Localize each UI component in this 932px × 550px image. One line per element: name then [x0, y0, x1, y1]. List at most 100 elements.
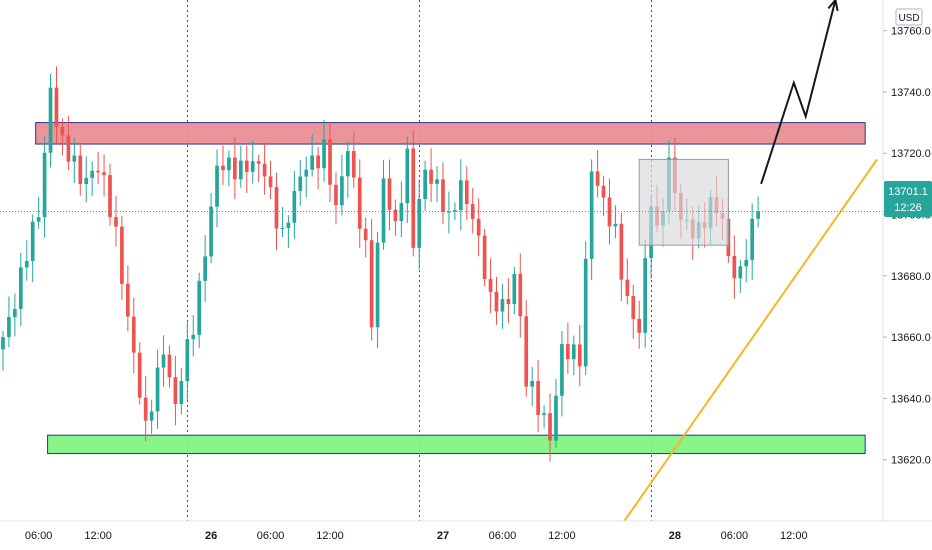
candle-body — [209, 206, 213, 257]
price-axis[interactable]: 13620.013640.013660.013680.013700.013720… — [882, 0, 931, 521]
candle-body — [334, 184, 338, 206]
candle-body — [346, 151, 350, 177]
ascending-trendline — [623, 158, 878, 522]
candle-body — [458, 180, 463, 211]
price-tick-label: 13680.0 — [891, 271, 931, 283]
candle-body — [571, 344, 576, 360]
candle-body — [108, 175, 112, 218]
time-axis[interactable]: 06:00 12:00 26 06:00 12:00 27 06:00 12:00 28 06:0… — [0, 520, 932, 542]
time-tick-label: 12:00 — [316, 530, 344, 542]
candle-body — [595, 171, 600, 186]
candle-body — [149, 411, 154, 421]
candle-body — [54, 87, 59, 127]
candle-body — [530, 381, 535, 387]
candle-body — [435, 179, 439, 184]
candle-body — [512, 273, 517, 305]
candle-body — [577, 344, 582, 367]
candle-body — [221, 165, 225, 171]
price-tick-label: 13620.0 — [891, 455, 931, 467]
candle-body — [125, 283, 130, 317]
candle-body — [256, 161, 261, 164]
projection-path — [760, 0, 837, 185]
price-tick-label: 13660.0 — [891, 332, 931, 344]
candle-body — [185, 339, 190, 382]
candle-body — [179, 381, 184, 404]
candle-body — [78, 155, 83, 184]
candle-body — [601, 185, 606, 198]
candle-body — [36, 217, 41, 222]
candle-body — [423, 169, 427, 200]
candle-body — [286, 222, 291, 229]
time-tick-label: 27 — [437, 530, 449, 542]
candle-body — [173, 377, 178, 404]
candle-body — [280, 228, 285, 230]
candle-body — [619, 223, 624, 280]
currency-label: USD — [898, 13, 919, 24]
candle-body — [744, 259, 749, 267]
candle-body — [363, 228, 368, 241]
candle-body — [453, 210, 457, 212]
candle-body — [250, 161, 255, 172]
candle-body — [24, 261, 29, 268]
candle-body — [268, 176, 273, 188]
candle-body — [393, 209, 398, 222]
price-tick-label: 13760.0 — [891, 26, 931, 38]
candle-body — [476, 218, 481, 236]
candle-body — [732, 255, 737, 279]
candle-body — [18, 267, 23, 309]
candle-body — [322, 139, 326, 169]
candle-body — [13, 308, 17, 318]
candle-body — [114, 217, 118, 227]
candle-body — [631, 295, 636, 319]
candle-body — [238, 160, 243, 180]
candle-body — [369, 240, 374, 328]
candle-body — [447, 211, 451, 213]
candle-body — [506, 299, 511, 305]
candle-body — [405, 148, 410, 204]
candle-body — [233, 157, 237, 180]
candle-body — [756, 211, 760, 219]
candle-body — [542, 413, 546, 415]
candle-body — [625, 279, 630, 296]
candle-body — [48, 87, 53, 153]
consolidation-box — [638, 158, 729, 246]
candle-body — [262, 163, 267, 177]
candle-body — [583, 258, 588, 367]
candle-body — [643, 258, 647, 333]
candle-body — [60, 126, 65, 136]
price-tick-label: 13740.0 — [891, 87, 931, 99]
candle-body — [30, 221, 35, 262]
candle-body — [560, 344, 564, 396]
candle-body — [637, 318, 642, 333]
candle-body — [42, 152, 47, 218]
candle-body — [137, 352, 142, 398]
currency-label-border — [895, 8, 923, 26]
candle-body — [494, 291, 499, 312]
candle-body — [84, 177, 89, 184]
candle-body — [96, 170, 100, 173]
candle-body — [464, 180, 469, 205]
candle-body — [66, 135, 71, 162]
drawing-zones — [35, 122, 866, 455]
drawing-overlays — [623, 0, 878, 522]
candle-body — [274, 187, 279, 229]
candle-body — [750, 218, 755, 260]
candle-body — [417, 199, 422, 248]
candle-body — [310, 155, 315, 170]
current-price-label: 13701.1 — [888, 186, 928, 198]
candle-body — [589, 171, 594, 259]
candle-body — [227, 157, 231, 171]
candle-body — [197, 280, 202, 335]
candle-body — [536, 381, 540, 415]
candle-body — [524, 316, 529, 387]
current-price-badge-bg — [884, 181, 932, 217]
candle-body — [7, 317, 11, 338]
time-tick-label: 06:00 — [489, 530, 517, 542]
candle-body — [399, 203, 404, 222]
candle-body — [554, 395, 558, 441]
candle-body — [120, 226, 124, 284]
candle-body — [203, 256, 207, 281]
candle-body — [470, 204, 475, 219]
candle-body — [613, 223, 618, 227]
